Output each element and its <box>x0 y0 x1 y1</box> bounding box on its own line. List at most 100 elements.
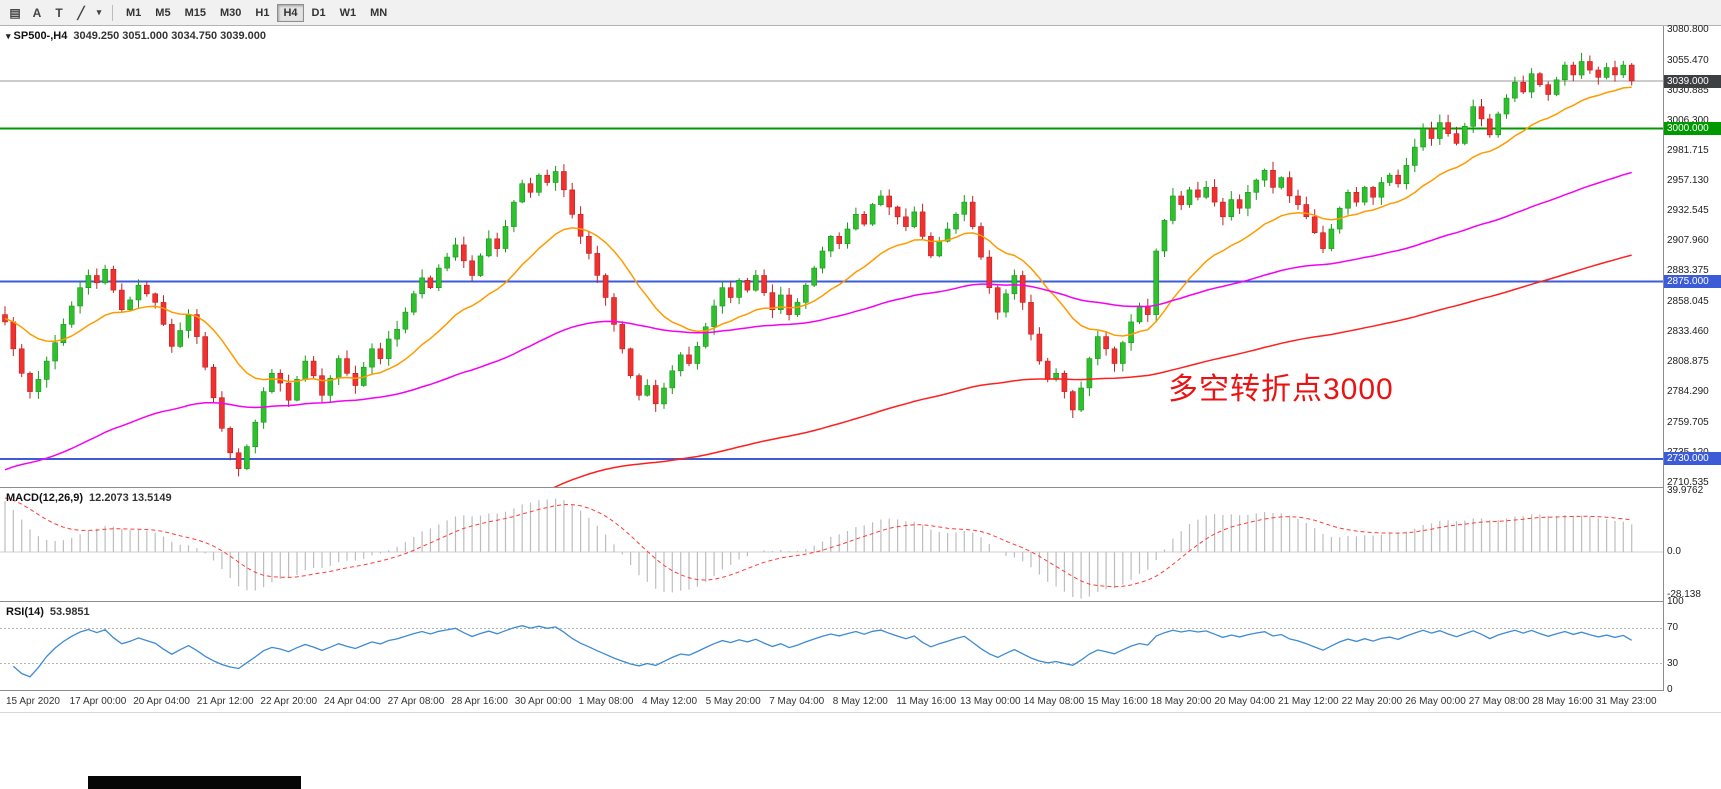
time-axis-label: 31 May 23:00 <box>1596 696 1657 707</box>
main-chart-panel[interactable]: ▾ SP500-,H4 3049.250 3051.000 3034.750 303… <box>0 26 1663 487</box>
rsi-indicator-panel[interactable]: RSI(14) 53.9851 <box>0 602 1663 690</box>
price-tick: 3030.885 <box>1667 84 1709 96</box>
symbol-text: SP500-,H4 <box>13 30 68 42</box>
dropdown-caret-icon[interactable]: ▾ <box>92 3 106 23</box>
macd-tick: 0.0 <box>1667 546 1681 558</box>
price-tick: 2932.545 <box>1667 205 1709 217</box>
price-tick: 2759.705 <box>1667 416 1709 428</box>
price-tick: 2784.290 <box>1667 386 1709 398</box>
time-axis-label: 28 Apr 16:00 <box>451 696 508 707</box>
time-axis-label: 20 May 04:00 <box>1214 696 1275 707</box>
time-axis-label: 22 May 20:00 <box>1341 696 1403 707</box>
time-axis-label: 11 May 16:00 <box>896 696 957 707</box>
rsi-tick: 30 <box>1667 657 1679 669</box>
timeframe-button-h4[interactable]: H4 <box>277 3 304 22</box>
chart-symbol-label: ▾ SP500-,H4 3049.250 3051.000 3034.750 303… <box>6 30 266 42</box>
price-tick: 2981.715 <box>1667 145 1709 157</box>
time-axis-label: 26 May 00:00 <box>1405 696 1466 707</box>
time-axis-label: 5 May 20:00 <box>705 696 761 707</box>
candles-layer <box>2 52 1635 477</box>
rsi-line <box>12 625 1633 678</box>
rsi-tick: 0 <box>1667 684 1673 695</box>
macd-tick: 39.9762 <box>1667 485 1704 497</box>
price-tick: 2858.045 <box>1667 296 1709 308</box>
timeframe-toolbar: M1 M5 M15 M30 H1 H4 D1 W1 MN <box>119 3 394 22</box>
main-chart-canvas[interactable] <box>0 26 1663 487</box>
price-tick: 2808.875 <box>1667 356 1709 368</box>
time-axis[interactable]: 15 Apr 2020 17 Apr 00:00 20 Apr 04:00 21 Ap… <box>0 691 1721 712</box>
timeframe-button-m30[interactable]: M30 <box>214 4 247 22</box>
price-tick: 2907.960 <box>1667 235 1709 247</box>
time-axis-label: 27 May 08:00 <box>1468 696 1530 707</box>
rsi-label: RSI(14) 53.9851 <box>6 606 90 618</box>
macd-histogram <box>4 498 1633 599</box>
panel-separator-3 <box>0 690 1721 691</box>
rsi-tick: 100 <box>1667 596 1684 607</box>
line-studies-icon[interactable]: ╱ <box>70 3 92 23</box>
time-axis-label: 18 May 20:00 <box>1150 696 1212 707</box>
time-axis-label: 21 Apr 12:00 <box>196 696 254 707</box>
rsi-name: RSI(14) <box>6 606 44 618</box>
time-axis-label: 27 Apr 08:00 <box>387 696 445 707</box>
time-axis-label: 4 May 12:00 <box>642 696 698 707</box>
timeframe-button-h1[interactable]: H1 <box>249 4 275 22</box>
price-tick: 2883.375 <box>1667 265 1709 277</box>
time-axis-label: 7 May 04:00 <box>769 696 825 707</box>
ma-slow-red <box>553 254 1632 487</box>
rsi-value: 53.9851 <box>49 606 90 618</box>
time-axis-label: 8 May 12:00 <box>832 696 888 707</box>
timeframe-button-m1[interactable]: M1 <box>120 4 147 22</box>
price-badge-2875.000: 2875.000 <box>1664 275 1721 289</box>
macd-indicator-panel[interactable]: MACD(12,26,9) 12.2073 13.5149 <box>0 488 1663 601</box>
text-tool-icon[interactable]: T <box>48 3 70 23</box>
ma-mid-magenta <box>4 171 1632 471</box>
panel-separator-1[interactable] <box>0 487 1721 488</box>
timeframe-button-d1[interactable]: D1 <box>306 4 332 22</box>
time-axis-label: 1 May 08:00 <box>578 696 634 707</box>
price-tick: 2735.120 <box>1667 447 1709 458</box>
trend-annotation-text: 多空转折点3000 <box>1168 373 1394 406</box>
time-axis-label: 28 May 16:00 <box>1532 696 1593 707</box>
panel-separator-2[interactable] <box>0 601 1721 602</box>
price-scale[interactable]: 3080.800 3055.470 3030.885 3006.300 2981.715… <box>1663 23 1721 695</box>
cursor-a-icon[interactable]: A <box>26 3 48 23</box>
ohlc-values: 3049.250 3051.000 3034.750 3039.000 <box>73 30 267 42</box>
macd-tick: -28.138 <box>1667 589 1701 601</box>
chart-window-icon[interactable]: ▤ <box>4 3 26 23</box>
time-axis-label: 30 Apr 00:00 <box>514 696 572 707</box>
macd-values: 12.2073 13.5149 <box>89 492 172 504</box>
timeframe-button-m15[interactable]: M15 <box>179 4 212 22</box>
timeframe-button-mn[interactable]: MN <box>364 4 393 22</box>
time-axis-label: 15 Apr 2020 <box>6 696 60 707</box>
ma-fast-orange <box>4 86 1632 383</box>
macd-signal-line <box>4 497 1632 588</box>
time-axis-label: 13 May 00:00 <box>960 696 1021 707</box>
price-tick: 2833.460 <box>1667 326 1709 338</box>
time-axis-label: 21 May 12:00 <box>1278 696 1339 707</box>
timeframe-button-m5[interactable]: M5 <box>149 4 176 22</box>
price-tick: 2710.535 <box>1667 476 1709 488</box>
time-axis-underline <box>0 712 1721 713</box>
timeframe-button-w1[interactable]: W1 <box>334 4 363 22</box>
macd-label: MACD(12,26,9) 12.2073 13.5149 <box>6 492 172 504</box>
price-tick: 2957.130 <box>1667 175 1709 187</box>
price-tick: 3055.470 <box>1667 54 1709 66</box>
price-badge-2730.000: 2730.000 <box>1664 452 1721 466</box>
macd-canvas <box>0 497 1663 599</box>
rsi-tick: 70 <box>1667 622 1679 634</box>
time-axis-label: 24 Apr 04:00 <box>324 696 381 707</box>
time-axis-label: 14 May 08:00 <box>1023 696 1085 707</box>
macd-name: MACD(12,26,9) <box>6 492 84 504</box>
chart-caret-icon[interactable]: ▾ <box>6 31 11 41</box>
time-axis-label: 22 Apr 20:00 <box>260 696 318 707</box>
price-tick: 3080.800 <box>1667 23 1709 35</box>
price-tick: 3006.300 <box>1667 115 1709 126</box>
price-badge-3000.000: 3000.000 <box>1664 122 1721 136</box>
rsi-canvas <box>0 625 1663 678</box>
toolbar-separator <box>112 4 113 21</box>
time-axis-label: 15 May 16:00 <box>1087 696 1148 707</box>
time-axis-label: 17 Apr 00:00 <box>69 696 127 707</box>
toolbar-icon-group: ▤ A T ╱ ▾ <box>4 3 106 23</box>
price-badge-3039.000: 3039.000 <box>1664 74 1721 88</box>
